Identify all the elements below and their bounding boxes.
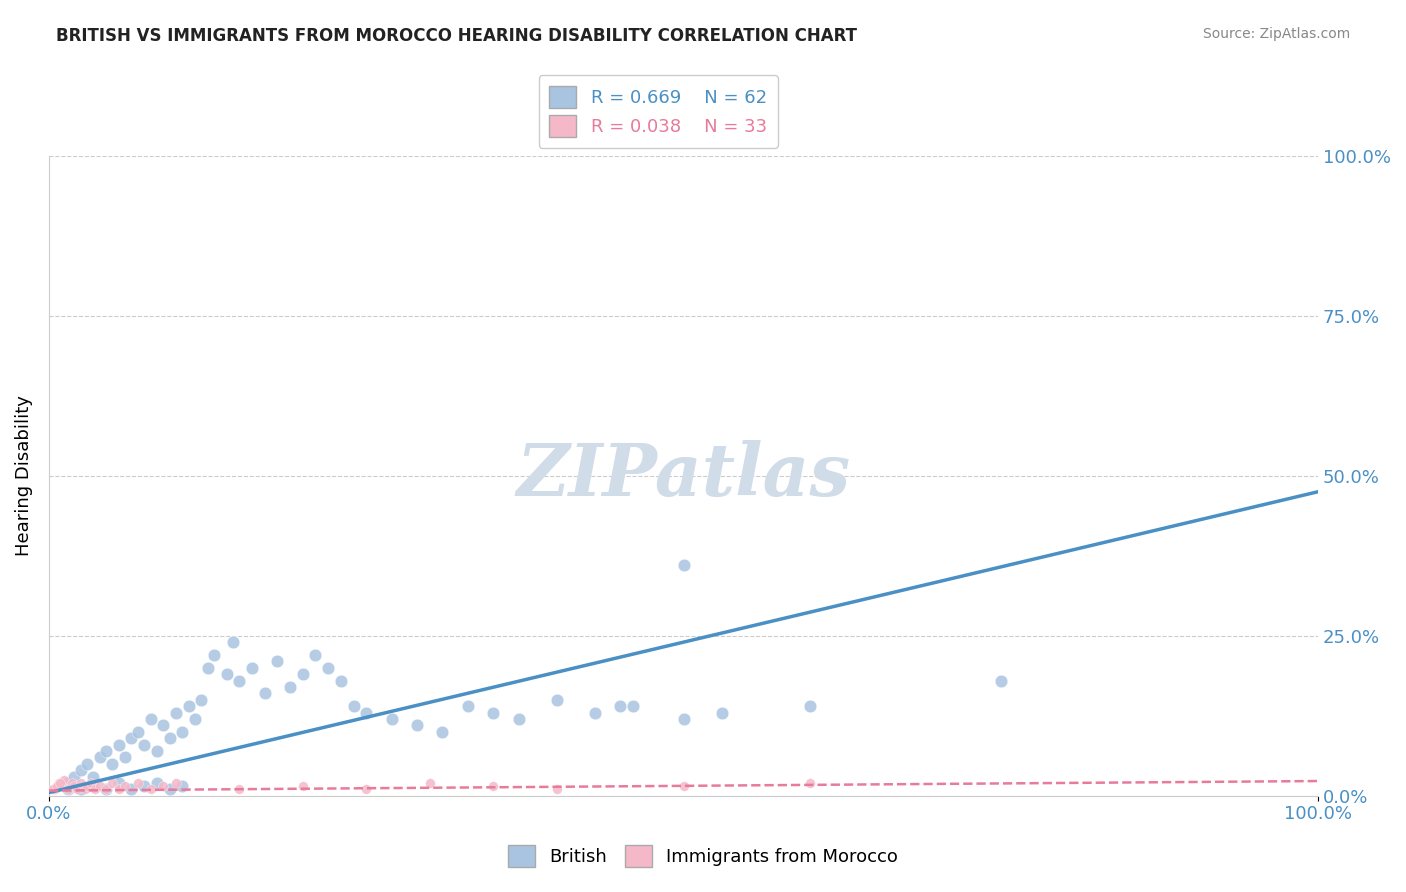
Legend: R = 0.669    N = 62, R = 0.038    N = 33: R = 0.669 N = 62, R = 0.038 N = 33 bbox=[538, 75, 778, 148]
Y-axis label: Hearing Disability: Hearing Disability bbox=[15, 395, 32, 556]
Text: BRITISH VS IMMIGRANTS FROM MOROCCO HEARING DISABILITY CORRELATION CHART: BRITISH VS IMMIGRANTS FROM MOROCCO HEARI… bbox=[56, 27, 858, 45]
Legend: British, Immigrants from Morocco: British, Immigrants from Morocco bbox=[501, 838, 905, 874]
Text: ZIPatlas: ZIPatlas bbox=[516, 441, 851, 511]
Text: Source: ZipAtlas.com: Source: ZipAtlas.com bbox=[1202, 27, 1350, 41]
